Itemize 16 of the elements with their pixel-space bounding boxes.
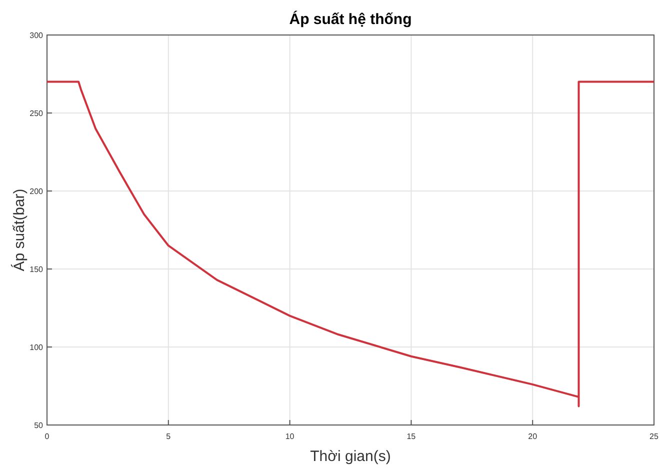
x-tick-label: 25	[650, 432, 659, 441]
x-tick-label: 10	[285, 432, 295, 441]
y-tick-label: 150	[30, 265, 44, 274]
y-tick-label: 200	[30, 187, 44, 196]
y-tick-label: 50	[34, 421, 44, 430]
y-tick-label: 250	[30, 109, 44, 118]
line-series	[46, 80, 655, 408]
y-tick-label: 300	[30, 31, 44, 40]
x-tick-label: 15	[406, 432, 416, 441]
chart-title: Áp suất hệ thống	[289, 10, 412, 28]
x-tick-label: 0	[44, 432, 50, 441]
y-tick-label: 100	[30, 343, 44, 352]
x-tick-label: 20	[528, 432, 538, 441]
x-tick-label: 5	[166, 432, 172, 441]
x-axis-title: Thời gian(s)	[310, 448, 391, 465]
y-axis-title: Áp suất(bar)	[10, 188, 28, 272]
